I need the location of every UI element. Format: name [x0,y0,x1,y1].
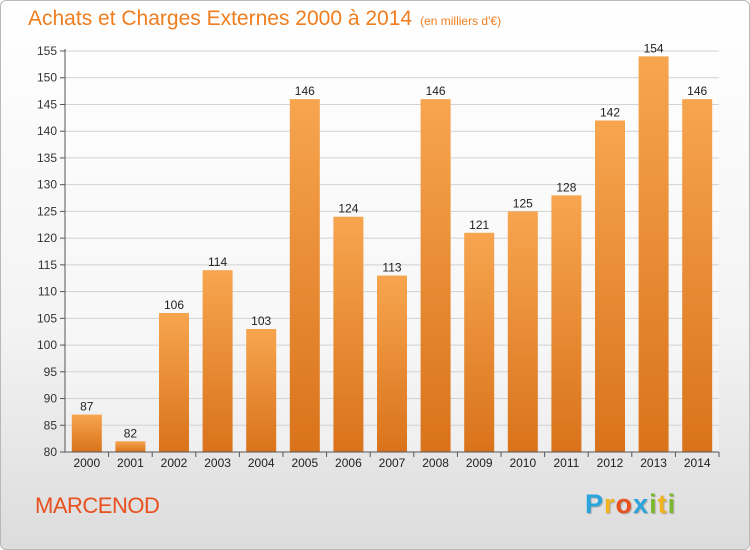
logo-letter: r [604,489,616,519]
x-tick-label-2006: 2006 [335,456,362,470]
logo-letter: P [585,489,605,519]
value-label-2012: 142 [600,106,620,120]
value-label-2007: 113 [382,261,401,275]
y-tick-label: 80 [44,445,58,459]
value-label-2013: 154 [644,41,664,55]
bar-2000 [71,414,102,452]
y-tick-label: 120 [37,231,57,245]
value-label-2005: 146 [295,84,315,98]
x-tick-label-2011: 2011 [553,456,579,470]
x-tick-label-2004: 2004 [248,456,275,470]
axes [60,49,720,457]
bar-2006 [333,216,364,452]
bar-2009 [464,232,495,452]
y-tick-label: 90 [44,392,58,406]
y-tick-label: 140 [37,124,57,138]
value-label-2001: 82 [124,426,138,440]
y-tick-label: 105 [37,311,57,325]
x-tick-label-2012: 2012 [597,456,624,470]
x-tick-label-2013: 2013 [640,456,667,470]
bar-2013 [638,56,669,452]
title-main: Achats et Charges Externes 2000 à 2014 [28,7,413,30]
bars [71,56,713,453]
bar-2003 [202,270,233,452]
x-tick-label-2010: 2010 [509,456,536,470]
y-tick-label: 100 [37,338,57,352]
logo-letter: i [649,489,658,519]
logo-letter: t [657,489,668,519]
bar-2008 [420,99,451,453]
x-tick-label-2005: 2005 [291,456,318,470]
x-tick-label-2014: 2014 [684,456,711,470]
x-tick-label-2002: 2002 [161,456,188,470]
bar-2014 [682,99,713,453]
x-tick-label-2007: 2007 [379,456,406,470]
y-tick-label: 135 [37,151,57,165]
y-tick-label: 145 [37,97,57,111]
bar-2005 [289,99,320,453]
value-label-2004: 103 [251,314,271,328]
proxiti-logo: Proxiti [585,489,676,520]
bar-2001 [115,441,146,452]
labels: 80 85 90 95 100 105 110 115 120 125 130 135 140 145 15… [37,41,711,470]
x-tick-label-2001: 2001 [117,456,144,470]
chart-title: Achats et Charges Externes 2000 à 2014 (e… [28,7,501,31]
value-label-2000: 87 [80,400,94,414]
bar-2007 [377,275,407,452]
x-tick-label-2008: 2008 [422,456,449,470]
value-label-2006: 124 [338,202,358,216]
x-tick-label-2003: 2003 [204,456,231,470]
y-tick-label: 85 [44,418,58,432]
value-label-2002: 106 [164,298,184,312]
bar-2004 [246,329,277,452]
commune-name: MARCENOD [35,493,160,518]
value-label-2014: 146 [687,84,707,98]
logo-letter: x [633,489,650,519]
value-label-2011: 128 [556,180,576,194]
bar-2002 [159,312,189,452]
bar-2011 [551,195,582,453]
logo-letter: i [667,489,677,519]
y-tick-label: 155 [37,44,57,58]
value-label-2008: 146 [426,84,446,98]
value-label-2009: 121 [469,218,489,232]
y-tick-label: 150 [37,71,57,85]
x-tick-label-2000: 2000 [73,456,100,470]
y-tick-label: 125 [37,204,57,218]
logo-letter: o [615,489,634,519]
x-tick-label-2009: 2009 [466,456,493,470]
y-tick-label: 130 [37,178,57,192]
bar-2010 [507,211,538,452]
y-tick-label: 110 [38,285,57,299]
y-tick-label: 115 [38,258,57,272]
bar-2012 [595,120,625,453]
y-tick-label: 95 [44,365,58,379]
title-unit: (en milliers d'€) [420,14,502,28]
value-label-2010: 125 [513,196,533,210]
value-label-2003: 114 [208,255,227,269]
